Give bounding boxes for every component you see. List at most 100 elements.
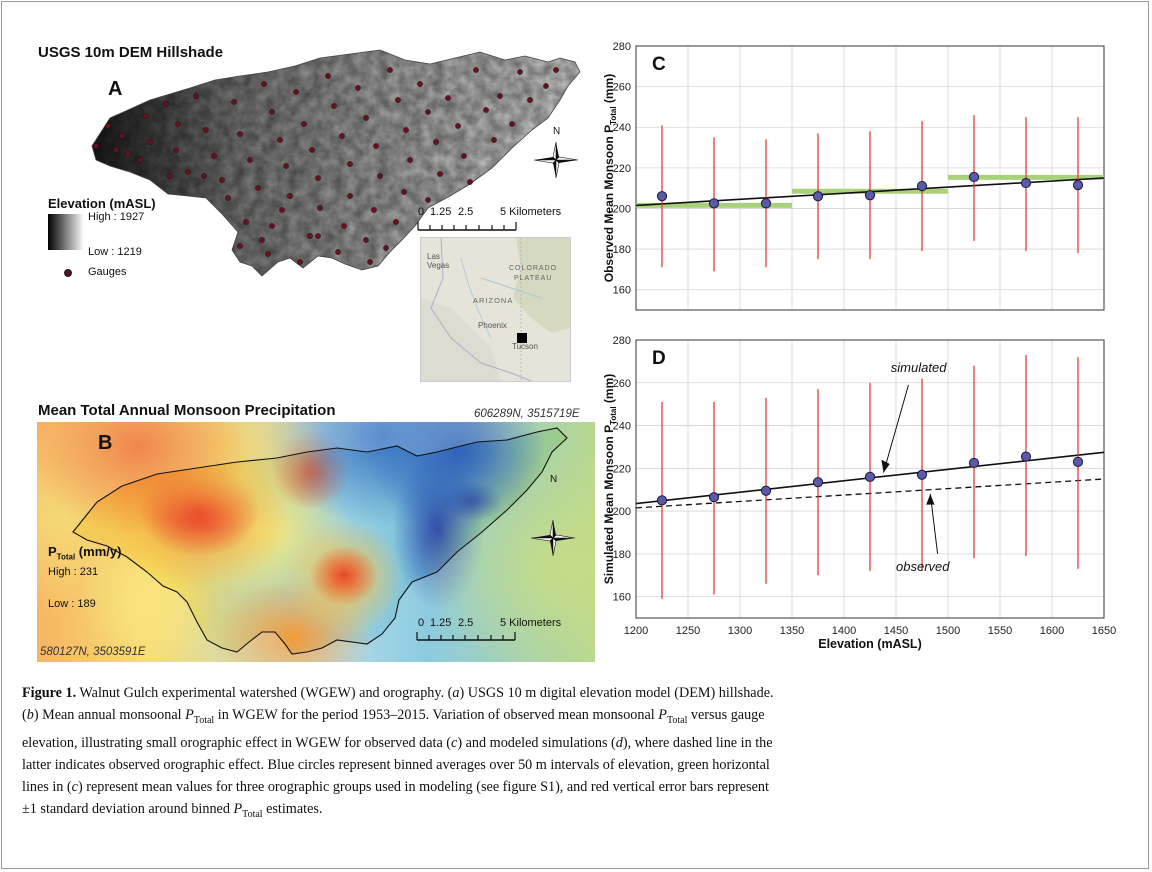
caption-line-6: ±1 standard deviation around binned PTot…: [22, 800, 323, 820]
inset-map: Las Vegas COLORADO PLATEAU ARIZONA Phoen…: [420, 237, 571, 382]
gauge-dot: [279, 207, 285, 213]
gauge-dot: [467, 179, 473, 185]
gauge-dot: [231, 99, 237, 105]
elevation-gradient-swatch: [48, 214, 84, 250]
gauge-dot: [403, 127, 409, 133]
scale-a-tick-1: 1.25: [430, 206, 452, 218]
gauge-dot: [383, 245, 389, 251]
gauge-dot: [293, 89, 299, 95]
data-point: [1072, 456, 1084, 467]
panel-b-letter: B: [98, 432, 113, 454]
gauge-dot: [401, 189, 407, 195]
gauge-dot: [347, 161, 353, 167]
annotation-simulated: simulated: [891, 360, 947, 375]
panel-letter-d: D: [652, 348, 666, 369]
panel-a-map: [91, 49, 581, 277]
scale-a-tick-2: 2.5: [458, 206, 474, 218]
y-tick-label: 280: [613, 335, 631, 347]
gauge-dot: [125, 151, 131, 157]
gauge-dot: [509, 121, 515, 127]
gauge-dot: [261, 81, 267, 87]
inset-label-arizona: ARIZONA: [473, 296, 514, 305]
y-tick-label: 200: [613, 506, 631, 518]
gauge-dot: [367, 259, 373, 265]
y-tick-label: 180: [613, 244, 631, 256]
data-point: [760, 198, 772, 209]
gauge-dot: [167, 173, 173, 179]
caption-line-4: latter indicates observed orographic eff…: [22, 756, 770, 773]
precip-low-label: Low : 189: [48, 598, 96, 610]
y-tick-label: 160: [613, 285, 631, 297]
gauge-dot: [517, 69, 523, 75]
scale-b-end-label: 5 Kilometers: [500, 617, 562, 629]
scale-a-end-label: 5 Kilometers: [500, 206, 562, 218]
gauge-dot: [193, 93, 199, 99]
gauge-dot: [247, 157, 253, 163]
gauge-dot: [461, 153, 467, 159]
x-tick-label: 1250: [676, 625, 700, 637]
precip-high-label: High : 231: [48, 566, 99, 578]
gauge-dot: [355, 85, 361, 91]
scale-bar-a: [417, 222, 517, 231]
gauge-dot: [237, 131, 243, 137]
gauge-dot: [395, 97, 401, 103]
gauge-dot: [455, 123, 461, 129]
arrowhead-simulated: [881, 459, 890, 473]
y-tick-label: 280: [613, 41, 631, 53]
precip-legend-title: PTotal (mm/y): [48, 544, 122, 562]
y-tick-label: 220: [613, 163, 631, 175]
figure-caption: Figure 1. Walnut Gulch experimental wate…: [22, 682, 1132, 826]
gauge-dot: [93, 143, 99, 149]
gauge-dot: [301, 121, 307, 127]
caption-line-1: Figure 1. Walnut Gulch experimental wate…: [22, 685, 774, 701]
data-point: [864, 471, 876, 482]
gauge-dot: [309, 147, 315, 153]
arrowhead-observed: [926, 493, 935, 505]
annotation-arrow-simulated: [883, 384, 909, 473]
gauge-dot: [307, 233, 313, 239]
x-tick-label: 1400: [832, 625, 856, 637]
data-point: [864, 190, 876, 201]
panel-b-coord-top: 606289N, 3515719E: [474, 408, 580, 420]
gauge-dot: [219, 177, 225, 183]
inset-label-tucson: Tucson: [512, 342, 538, 351]
gauge-dot: [341, 223, 347, 229]
gauge-dot: [203, 127, 209, 133]
scale-bar-b: [416, 632, 516, 641]
gauge-dot: [497, 93, 503, 99]
panel-a-title: USGS 10m DEM Hillshade: [38, 44, 224, 61]
gauge-dot: [473, 67, 479, 73]
gauge-dot: [491, 137, 497, 143]
gauge-dot: [297, 259, 303, 265]
gauge-dot: [417, 81, 423, 87]
gauge-dot: [283, 163, 289, 169]
data-point: [968, 457, 980, 469]
y-tick-label: 200: [613, 203, 631, 215]
north-label-a: N: [553, 126, 561, 137]
chart-c: 160 180 200 220 240 260 280 Observed Mean Monso…: [602, 41, 1105, 311]
gauge-dot: [335, 249, 341, 255]
gauge-dot: [259, 237, 265, 243]
caption-line-3: elevation, illustrating small orographic…: [22, 734, 773, 751]
panel-b-coord-bottom: 580127N, 3503591E: [40, 646, 146, 658]
y-tick-label: 240: [613, 421, 631, 433]
gauge-dot: [211, 153, 217, 159]
plot-frame: [635, 339, 1105, 619]
y-tick-label: 240: [613, 122, 631, 134]
x-tick-label: 1600: [1040, 625, 1064, 637]
gauge-dot: [407, 157, 413, 163]
data-point: [968, 171, 980, 183]
gauge-dot: [445, 95, 451, 101]
data-point: [1020, 451, 1032, 462]
gauge-dot: [543, 83, 549, 89]
gauge-dot: [437, 171, 443, 177]
gauge-dot: [269, 223, 275, 229]
gauge-dot: [393, 219, 399, 225]
gauge-dot: [175, 121, 181, 127]
north-arrow-a-icon: [533, 141, 579, 179]
x-tick-label: 1200: [624, 625, 648, 637]
inset-label-las-vegas: Las Vegas: [427, 252, 450, 270]
inset-label-colorado: COLORADO: [509, 265, 558, 272]
gauge-dot: [553, 67, 559, 73]
